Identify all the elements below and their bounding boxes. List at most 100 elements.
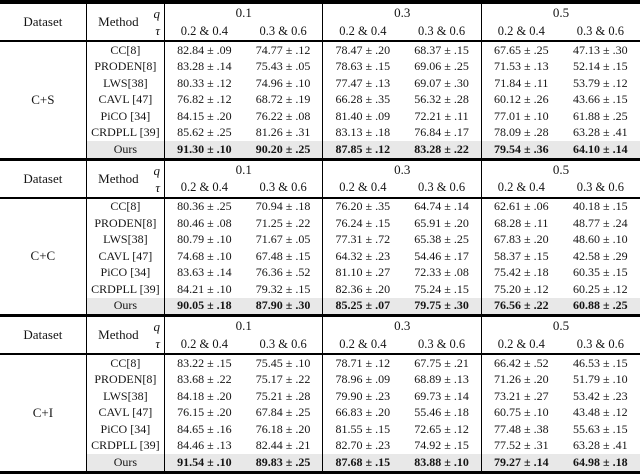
method-cell: PRODEN[8] bbox=[86, 371, 166, 388]
value-cell: 90.05 ± .18 bbox=[164, 297, 244, 314]
tau-pair-label: 0.3 & 0.6 bbox=[243, 22, 323, 42]
value-cell: 64.32 ± .23 bbox=[322, 248, 403, 265]
dataset-label: C+I bbox=[0, 354, 87, 472]
table-section-cc: Dataset Method q τ 0.1 0.3 0.5 0.2 & 0.4… bbox=[0, 157, 640, 314]
value-cell: 71.67 ± .05 bbox=[255, 232, 311, 247]
tau-pair-label: 0.3 & 0.6 bbox=[402, 335, 482, 355]
value-cell: 78.63 ± .15 bbox=[322, 58, 403, 75]
value-cell: 82.70 ± .23 bbox=[322, 437, 403, 454]
value-cell: 68.37 ± .15 bbox=[414, 42, 469, 57]
method-cell: PRODEN[8] bbox=[86, 215, 166, 232]
method-cell: Ours bbox=[86, 141, 166, 158]
q-symbol: q bbox=[153, 162, 161, 178]
tau-pair-label: 0.3 & 0.6 bbox=[402, 22, 482, 42]
value-cell: 76.82 ± .12 bbox=[177, 92, 232, 107]
value-cell: 69.73 ± .14 bbox=[414, 388, 469, 403]
table-row: C+C CC[8] 80.36 ± .25 70.94 ± .18 76.20 … bbox=[0, 197, 640, 314]
value-cell: 60.75 ± .10 bbox=[480, 404, 561, 421]
value-cell: 81.26 ± .31 bbox=[255, 125, 311, 140]
value-cell: 83.88 ± .10 bbox=[402, 454, 482, 472]
value-cell: 46.53 ± .15 bbox=[573, 355, 628, 370]
value-cell: 53.42 ± .23 bbox=[573, 388, 628, 403]
q-group-label: 0.5 bbox=[480, 159, 640, 179]
method-column-header: Method q τ bbox=[86, 315, 166, 355]
tau-pair-label: 0.2 & 0.4 bbox=[322, 178, 403, 199]
value-cell: 76.22 ± .08 bbox=[255, 108, 311, 123]
value-cell: 61.88 ± .25 bbox=[573, 108, 628, 123]
value-cell: 81.10 ± .27 bbox=[322, 264, 403, 281]
value-cell: 70.94 ± .18 bbox=[255, 199, 311, 214]
table-row-ours: Ours 91.30 ± .10 90.20 ± .25 87.85 ± .12… bbox=[0, 141, 640, 158]
method-column-header: Method q τ bbox=[86, 2, 166, 42]
value-cell: 48.77 ± .24 bbox=[573, 215, 628, 230]
value-cell: 76.20 ± .35 bbox=[322, 197, 403, 215]
method-cell: LWS[38] bbox=[86, 75, 166, 92]
value-cell: 75.45 ± .10 bbox=[255, 355, 311, 370]
value-cell: 76.36 ± .52 bbox=[255, 265, 311, 280]
value-cell: 77.52 ± .31 bbox=[480, 437, 561, 454]
method-cell: CRDPLL [39] bbox=[86, 437, 166, 454]
table-header: Dataset Method q τ 0.1 0.3 0.5 0.2 & 0.4… bbox=[0, 159, 640, 199]
value-cell: 87.68 ± .15 bbox=[322, 454, 403, 472]
value-cell: 83.13 ± .18 bbox=[322, 124, 403, 141]
value-cell: 74.77 ± .12 bbox=[255, 42, 311, 57]
dataset-label: C+C bbox=[0, 197, 87, 314]
tau-pair-label: 0.3 & 0.6 bbox=[243, 335, 323, 355]
dataset-label: C+S bbox=[0, 41, 87, 158]
method-cell: PiCO [34] bbox=[86, 108, 166, 125]
table-header: Dataset Method q τ 0.1 0.3 0.5 0.2 & 0.4… bbox=[0, 315, 640, 355]
value-cell: 63.28 ± .41 bbox=[573, 438, 628, 453]
tau-pair-label: 0.2 & 0.4 bbox=[322, 22, 403, 42]
value-cell: 64.98 ± .18 bbox=[560, 454, 640, 472]
table-body: C+S CC[8] 82.84 ± .09 74.77 ± .12 78.47 … bbox=[0, 41, 640, 158]
q-group-label: 0.1 bbox=[235, 161, 252, 177]
tau-pair-label: 0.3 & 0.6 bbox=[560, 178, 640, 199]
tau-pair-label: 0.3 & 0.6 bbox=[243, 178, 323, 199]
q-group-label: 0.5 bbox=[480, 2, 640, 22]
value-cell: 53.79 ± .12 bbox=[573, 75, 628, 90]
q-group-label: 0.1 bbox=[235, 318, 252, 333]
table-row: LWS[38] 80.33 ± .12 74.96 ± .10 77.47 ± … bbox=[0, 75, 640, 92]
method-cell: LWS[38] bbox=[86, 388, 166, 405]
value-cell: 90.20 ± .25 bbox=[243, 141, 323, 158]
table-row: CRDPLL [39] 84.46 ± .13 82.44 ± .21 82.7… bbox=[0, 437, 640, 454]
tau-pair-label: 0.2 & 0.4 bbox=[480, 178, 561, 199]
value-cell: 78.09 ± .28 bbox=[480, 124, 561, 141]
value-cell: 66.83 ± .20 bbox=[322, 404, 403, 421]
value-cell: 81.40 ± .09 bbox=[322, 108, 403, 125]
table-row: LWS[38] 84.18 ± .20 75.21 ± .28 79.90 ± … bbox=[0, 388, 640, 405]
value-cell: 91.30 ± .10 bbox=[164, 141, 244, 158]
value-cell: 58.37 ± .15 bbox=[480, 248, 561, 265]
method-cell: CC[8] bbox=[86, 197, 166, 215]
value-cell: 67.75 ± .21 bbox=[414, 355, 469, 370]
table-body: C+C CC[8] 80.36 ± .25 70.94 ± .18 76.20 … bbox=[0, 197, 640, 314]
value-cell: 52.14 ± .15 bbox=[573, 59, 628, 74]
value-cell: 66.28 ± .35 bbox=[322, 91, 403, 108]
method-cell: PiCO [34] bbox=[86, 264, 166, 281]
value-cell: 40.18 ± .15 bbox=[573, 199, 628, 214]
tau-pair-label: 0.2 & 0.4 bbox=[322, 335, 403, 355]
method-cell: CC[8] bbox=[86, 41, 166, 59]
value-cell: 76.84 ± .17 bbox=[414, 125, 469, 140]
method-header-label: Method bbox=[98, 327, 139, 342]
value-cell: 77.01 ± .10 bbox=[480, 108, 561, 125]
value-cell: 75.21 ± .28 bbox=[255, 388, 311, 403]
value-cell: 42.58 ± .29 bbox=[573, 248, 628, 263]
value-cell: 72.21 ± .11 bbox=[414, 108, 469, 123]
value-cell: 67.83 ± .20 bbox=[480, 231, 561, 248]
value-cell: 75.43 ± .05 bbox=[255, 59, 311, 74]
value-cell: 85.25 ± .07 bbox=[322, 297, 403, 314]
value-cell: 74.92 ± .15 bbox=[414, 438, 469, 453]
table-row: LWS[38] 80.79 ± .10 71.67 ± .05 77.31 ± … bbox=[0, 231, 640, 248]
table-row: PRODEN[8] 80.46 ± .08 71.25 ± .22 76.24 … bbox=[0, 215, 640, 232]
value-cell: 73.21 ± .27 bbox=[480, 388, 561, 405]
tau-pair-label: 0.3 & 0.6 bbox=[560, 22, 640, 42]
q-group-label: 0.1 bbox=[235, 5, 252, 20]
value-cell: 55.46 ± .18 bbox=[414, 405, 469, 420]
value-cell: 64.10 ± .14 bbox=[560, 141, 640, 158]
value-cell: 76.15 ± .20 bbox=[177, 405, 232, 420]
value-cell: 82.36 ± .20 bbox=[322, 281, 403, 298]
method-cell: PiCO [34] bbox=[86, 421, 166, 438]
table-row: PRODEN[8] 83.68 ± .22 75.17 ± .22 78.96 … bbox=[0, 371, 640, 388]
